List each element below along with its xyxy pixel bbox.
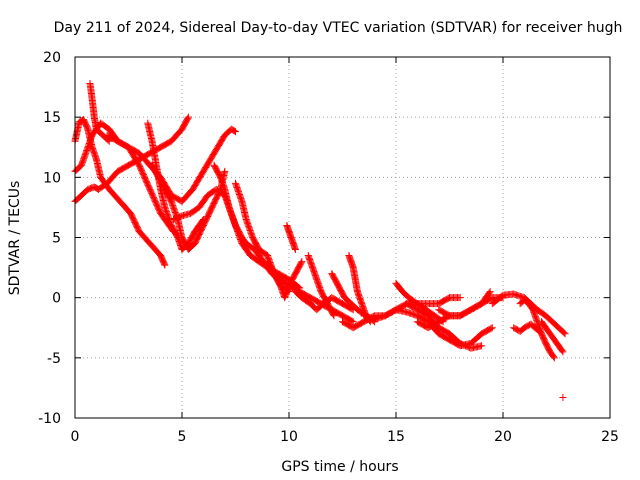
data-point <box>534 326 542 334</box>
series-trace-12 <box>283 221 299 254</box>
series-trace-26 <box>538 318 567 356</box>
y-tick-label: 10 <box>43 170 61 186</box>
data-point <box>349 318 357 326</box>
x-axis-label: GPS time / hours <box>281 459 398 475</box>
data-point <box>560 329 568 337</box>
data-point <box>348 317 356 325</box>
series-trace-11 <box>264 258 306 302</box>
x-tick-label: 25 <box>601 429 619 445</box>
series-trace-02 <box>71 113 192 205</box>
data-point <box>298 258 306 266</box>
series-trace-22 <box>435 288 494 320</box>
data-point <box>160 260 168 268</box>
data-point <box>329 311 337 319</box>
series-trace-14 <box>304 252 338 320</box>
series-trace-25 <box>510 320 543 335</box>
data-point <box>221 167 229 175</box>
x-tick-label: 0 <box>71 429 80 445</box>
data-points <box>71 79 569 402</box>
series-trace-24 <box>516 296 558 362</box>
data-point <box>487 324 495 332</box>
data-point <box>535 327 543 335</box>
data-point <box>161 261 169 269</box>
y-tick-label: 5 <box>52 231 61 247</box>
y-tick-label: 15 <box>43 110 61 126</box>
data-point <box>232 128 239 136</box>
data-point <box>559 394 567 402</box>
data-point <box>291 246 299 254</box>
data-point <box>486 288 494 296</box>
series-trace-23 <box>488 290 569 338</box>
y-tick-label: 0 <box>52 291 61 307</box>
data-point <box>230 127 238 135</box>
x-tick-label: 10 <box>280 429 298 445</box>
y-tick-label: -10 <box>38 411 61 427</box>
axis-ticks: 0 5 10 15 20 25 -10 -5 0 5 10 15 20 <box>38 50 619 445</box>
data-point <box>456 294 464 302</box>
data-point <box>485 289 493 297</box>
data-point <box>559 348 567 356</box>
data-point <box>488 324 496 332</box>
y-axis-label: SDTVAR / TECUs <box>7 181 23 296</box>
data-point <box>550 354 558 362</box>
chart-title: Day 211 of 2024, Sidereal Day-to-day VTE… <box>54 20 623 36</box>
y-tick-label: -5 <box>47 351 61 367</box>
y-tick-label: 20 <box>43 50 61 66</box>
x-tick-label: 5 <box>178 429 187 445</box>
x-tick-label: 15 <box>387 429 405 445</box>
data-point <box>297 259 305 267</box>
series-trace-16 <box>345 252 374 326</box>
data-point <box>550 353 558 361</box>
series-trace-27 <box>559 394 567 402</box>
x-tick-label: 20 <box>494 429 512 445</box>
data-point <box>561 330 569 338</box>
data-point <box>184 113 192 121</box>
data-point <box>330 312 338 320</box>
data-point <box>184 114 192 122</box>
grid <box>75 57 610 418</box>
data-point <box>478 342 486 350</box>
data-point <box>558 347 566 355</box>
